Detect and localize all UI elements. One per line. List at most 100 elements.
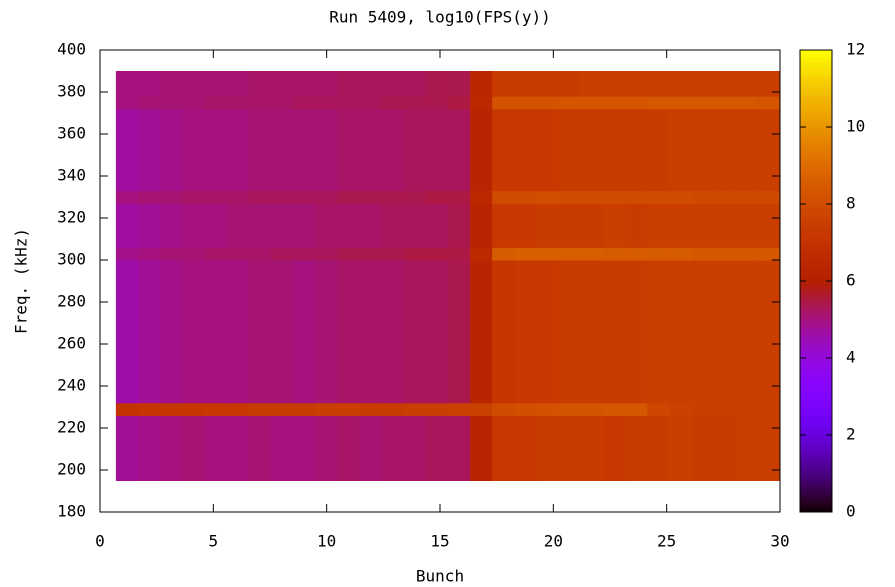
y-tick-label: 280	[57, 292, 86, 311]
colorbar-tick-label: 2	[846, 425, 856, 444]
heat-cell	[470, 71, 493, 97]
colorbar-step	[800, 392, 832, 397]
heat-cell	[403, 96, 427, 110]
heat-cell	[270, 96, 294, 110]
x-tick-label: 20	[544, 532, 563, 551]
heat-cell	[757, 203, 781, 248]
heat-cell	[138, 260, 161, 404]
colorbar-step	[800, 373, 832, 378]
heat-cell	[492, 247, 515, 261]
heat-cell	[248, 108, 272, 192]
heat-cell	[337, 402, 360, 416]
colorbar-step	[800, 281, 832, 286]
colorbar-step	[800, 504, 832, 509]
colorbar-step	[800, 419, 832, 424]
colorbar-step	[800, 200, 832, 205]
heat-cell	[558, 203, 582, 248]
heat-cell	[558, 190, 582, 204]
colorbar-tick-label: 10	[846, 117, 865, 136]
heat-cell	[735, 203, 759, 248]
colorbar-step	[800, 469, 832, 474]
heat-cell	[160, 402, 183, 416]
colorbar-step	[800, 157, 832, 163]
heat-cell	[691, 402, 715, 416]
heat-cell	[514, 71, 538, 97]
heat-cell	[403, 260, 427, 404]
heat-cell	[470, 203, 493, 248]
heat-cell	[669, 247, 692, 261]
heat-cell	[624, 96, 648, 110]
colorbar-step	[800, 288, 832, 294]
heat-cell	[270, 415, 294, 481]
heat-cell	[403, 415, 427, 481]
heat-cell	[735, 260, 759, 404]
heat-cell	[115, 260, 139, 404]
heat-cell	[182, 108, 205, 192]
colorbar-step	[800, 485, 832, 490]
heat-cell	[315, 190, 338, 204]
heat-cell	[359, 190, 383, 204]
y-tick-label: 360	[57, 124, 86, 143]
colorbar-step	[800, 188, 832, 193]
colorbar-step	[800, 111, 832, 116]
colorbar-step	[800, 196, 832, 201]
colorbar-step	[800, 73, 832, 78]
heat-cell	[669, 190, 692, 204]
heat-cell	[381, 247, 405, 261]
heat-cell	[160, 108, 183, 192]
colorbar-step	[800, 53, 832, 59]
heat-cell	[624, 190, 648, 204]
y-tick-label: 200	[57, 460, 86, 479]
colorbar-step	[800, 454, 832, 459]
colorbar-step	[800, 323, 832, 328]
heat-cell	[182, 260, 205, 404]
heat-cell	[447, 415, 471, 481]
heat-cell	[425, 190, 449, 204]
heat-cell	[160, 415, 183, 481]
heat-cell	[138, 71, 161, 97]
heat-cell	[713, 203, 737, 248]
heat-cell	[359, 108, 383, 192]
colorbar-step	[800, 173, 832, 178]
heat-cell	[602, 203, 626, 248]
heat-cell	[624, 108, 648, 192]
heat-cell	[292, 96, 316, 110]
heat-cell	[204, 247, 227, 261]
colorbar-step	[800, 307, 832, 313]
colorbar-step	[800, 92, 832, 97]
heat-cell	[713, 260, 737, 404]
heat-cell	[558, 96, 582, 110]
heat-cell	[160, 190, 183, 204]
heat-cell	[602, 71, 626, 97]
heat-cell	[204, 71, 227, 97]
heat-cell	[669, 402, 692, 416]
heat-cell	[359, 402, 383, 416]
colorbar-step	[800, 65, 832, 70]
heat-cell	[248, 247, 272, 261]
heat-cell	[580, 96, 604, 110]
heat-cell	[580, 108, 604, 192]
heat-cell	[713, 71, 737, 97]
colorbar-step	[800, 400, 832, 405]
heat-cell	[425, 247, 449, 261]
colorbar-step	[800, 76, 832, 82]
heat-cell	[624, 203, 648, 248]
colorbar-step	[800, 435, 832, 440]
heat-cell	[403, 71, 427, 97]
heat-cell	[669, 203, 692, 248]
heat-cell	[160, 203, 183, 248]
colorbar-step	[800, 96, 832, 101]
heat-cell	[204, 108, 227, 192]
heat-cell	[691, 108, 715, 192]
heat-cell	[713, 247, 737, 261]
heat-cell	[115, 247, 139, 261]
heat-cell	[447, 260, 471, 404]
heat-cell	[514, 203, 538, 248]
heat-cell	[647, 96, 670, 110]
colorbar-step	[800, 427, 832, 432]
colorbar-step	[800, 165, 832, 170]
heat-cell	[558, 71, 582, 97]
heat-cell	[514, 415, 538, 481]
colorbar-step	[800, 292, 832, 297]
colorbar-step	[800, 342, 832, 347]
